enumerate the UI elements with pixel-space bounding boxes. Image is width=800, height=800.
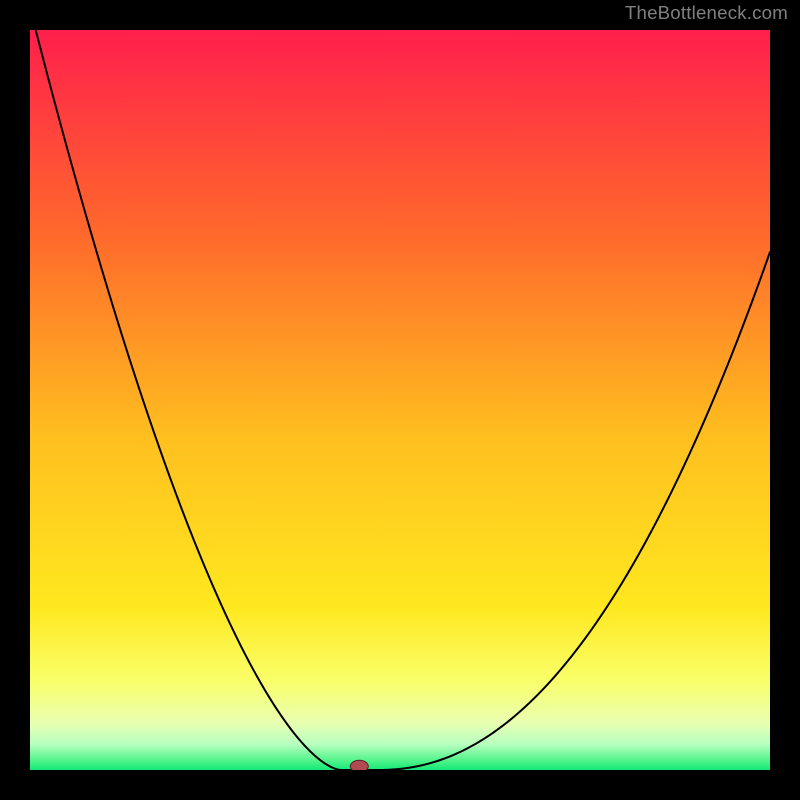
chart-stage: TheBottleneck.com <box>0 0 800 800</box>
bottleneck-chart <box>0 0 800 800</box>
plot-gradient-background <box>30 30 770 770</box>
